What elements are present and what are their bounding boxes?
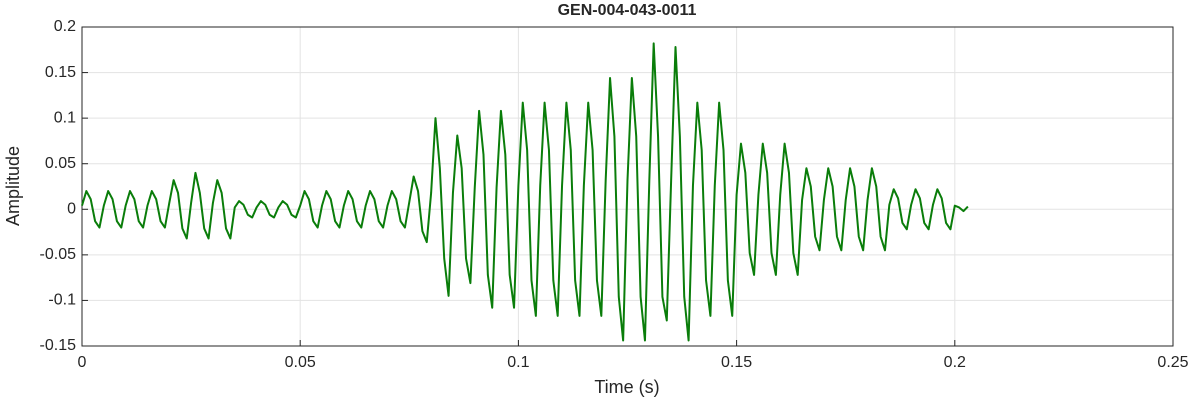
x-tick-label: 0.05 bbox=[285, 354, 316, 371]
y-axis-label: Amplitude bbox=[3, 146, 23, 226]
x-tick-label: 0.2 bbox=[944, 354, 966, 371]
y-tick-label: -0.05 bbox=[40, 246, 77, 263]
x-tick-label: 0 bbox=[78, 354, 87, 371]
y-tick-label: 0.2 bbox=[54, 18, 76, 35]
y-tick-label: -0.1 bbox=[48, 292, 76, 309]
signal-line bbox=[81, 42, 969, 342]
x-tick-label: 0.15 bbox=[721, 354, 752, 371]
x-tick-label: 0.25 bbox=[1157, 354, 1188, 371]
y-tick-label: -0.15 bbox=[40, 337, 77, 354]
y-tick-label: 0.05 bbox=[45, 155, 76, 172]
x-tick-label: 0.1 bbox=[507, 354, 529, 371]
axes-box bbox=[81, 26, 1174, 347]
x-axis-label: Time (s) bbox=[594, 377, 659, 397]
y-tick-label: 0 bbox=[67, 201, 76, 218]
y-tick-label: 0.1 bbox=[54, 109, 76, 126]
y-tick-label: 0.15 bbox=[45, 64, 76, 81]
chart-title: GEN-004-043-0011 bbox=[558, 2, 697, 19]
